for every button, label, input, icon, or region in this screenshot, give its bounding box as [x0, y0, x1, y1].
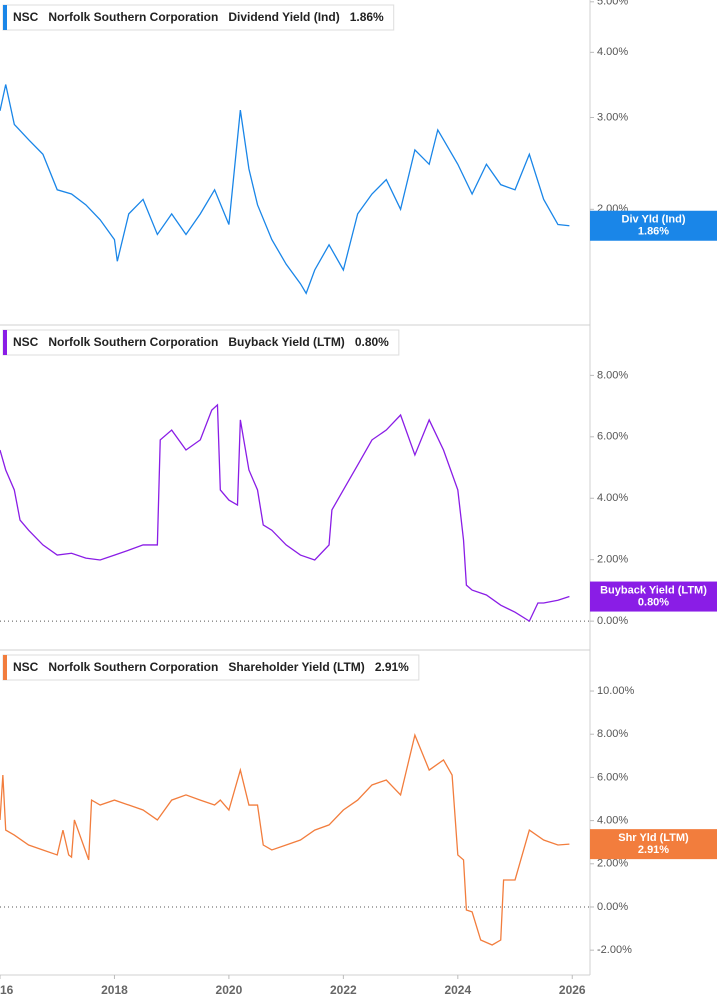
value-tag-value: 2.91% [638, 844, 669, 856]
y-tick-label: 4.00% [597, 492, 628, 504]
header-box [2, 654, 420, 681]
y-tick-label: 5.00% [597, 0, 628, 8]
header-company: Norfolk Southern Corporation [48, 10, 218, 24]
header-value: 2.91% [375, 660, 409, 674]
header-company: Norfolk Southern Corporation [48, 335, 218, 349]
y-tick-label: 10.00% [597, 685, 635, 697]
header-color [3, 330, 7, 355]
y-tick-label: 8.00% [597, 369, 628, 381]
x-tick-label: 2018 [101, 983, 128, 997]
y-tick-label: 4.00% [597, 46, 628, 58]
value-tag [590, 210, 717, 241]
x-tick-label: 2026 [559, 983, 586, 997]
header-color [3, 5, 7, 30]
value-tag-value: 1.86% [638, 226, 669, 238]
header-ticker: NSC [13, 10, 39, 24]
header-metric: Buyback Yield (LTM) [228, 335, 344, 349]
value-tag-name: Buyback Yield (LTM) [600, 584, 707, 596]
data-line [0, 403, 570, 623]
y-tick-label: -2.00% [597, 944, 632, 956]
value-tag-name: Shr Yld (LTM) [618, 832, 689, 844]
header-ticker: NSC [13, 335, 39, 349]
header-box [2, 329, 400, 356]
y-tick-label: 6.00% [597, 431, 628, 443]
header-box [2, 4, 395, 31]
y-tick-label: 0.00% [597, 901, 628, 913]
data-line [0, 84, 570, 295]
x-tick-label: 2024 [444, 983, 471, 997]
header-color [3, 655, 7, 680]
y-tick-label: 0.00% [597, 615, 628, 627]
y-tick-label: 6.00% [597, 771, 628, 783]
header-company: Norfolk Southern Corporation [48, 660, 218, 674]
x-tick-label: 2020 [216, 983, 243, 997]
y-tick-label: 8.00% [597, 728, 628, 740]
header-value: 0.80% [355, 335, 389, 349]
header-ticker: NSC [13, 660, 39, 674]
header-value: 1.86% [350, 10, 384, 24]
value-tag-value: 0.80% [638, 596, 669, 608]
header-metric: Shareholder Yield (LTM) [228, 660, 364, 674]
value-tag [590, 581, 717, 612]
y-tick-label: 3.00% [597, 111, 628, 123]
data-line [0, 732, 570, 946]
y-tick-label: 2.00% [597, 554, 628, 566]
value-tag [590, 829, 717, 860]
y-tick-label: 2.00% [597, 858, 628, 870]
x-tick-label: 2016 [0, 983, 14, 997]
y-tick-label: 4.00% [597, 815, 628, 827]
header-metric: Dividend Yield (Ind) [228, 10, 339, 24]
x-tick-label: 2022 [330, 983, 357, 997]
value-tag-name: Div Yld (Ind) [622, 214, 686, 226]
